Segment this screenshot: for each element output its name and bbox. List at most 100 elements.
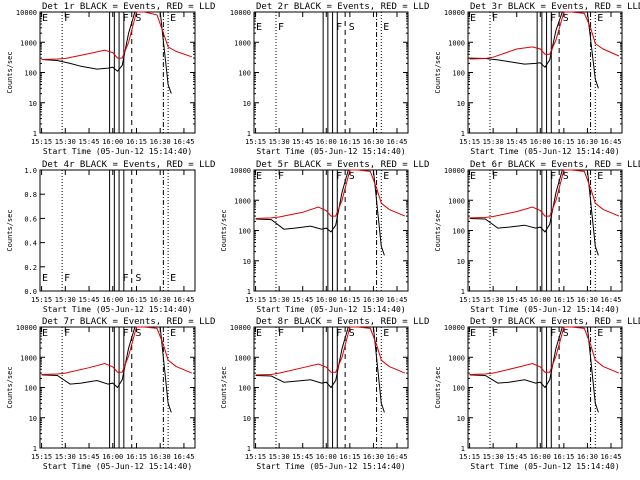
marker-label: S	[349, 328, 355, 339]
x-axis-label: Start Time (05-Jun-12 15:14:40)	[470, 462, 619, 471]
series-line-events	[469, 169, 599, 256]
x-tick-label: 16:15	[553, 453, 574, 461]
x-tick-label: 16:45	[386, 138, 407, 146]
x-tick-label: 16:45	[386, 453, 407, 461]
y-tick-label: 1	[461, 288, 465, 296]
y-tick-label: 100	[24, 385, 37, 393]
marker-label: E	[42, 328, 48, 339]
marker-label: E	[170, 273, 176, 284]
x-tick-label: 15:15	[31, 296, 52, 304]
x-tick-label: 16:30	[150, 453, 171, 461]
x-tick-label: 15:15	[31, 138, 52, 146]
y-tick-label: 100	[238, 228, 251, 236]
y-tick-label: 1	[247, 445, 251, 453]
marker-label: E	[597, 328, 603, 339]
x-tick-label: 16:30	[150, 138, 171, 146]
y-tick-label: 1000	[234, 197, 251, 205]
x-tick-label: 16:15	[126, 296, 147, 304]
y-tick-label: 10	[457, 258, 465, 266]
y-tick-label: 0.2	[24, 264, 37, 272]
series-line-events	[255, 326, 385, 413]
y-axis-label: Counts/sec	[220, 366, 228, 408]
series-line-lld	[469, 169, 620, 219]
x-tick-label: 16:45	[173, 453, 194, 461]
marker-label: F	[550, 13, 556, 24]
x-tick-label: 15:30	[483, 296, 504, 304]
marker-label: S	[563, 328, 569, 339]
marker-label: E	[256, 171, 262, 182]
x-axis-label: Start Time (05-Jun-12 15:14:40)	[470, 147, 619, 156]
x-tick-label: 16:00	[316, 138, 337, 146]
y-tick-label: 1000	[20, 354, 37, 362]
marker-label: S	[349, 171, 355, 182]
x-tick-label: 15:30	[269, 138, 290, 146]
marker-label: E	[256, 328, 262, 339]
marker-label: F	[123, 273, 129, 284]
y-tick-label: 1.0	[24, 167, 37, 175]
y-tick-label: 10	[29, 100, 37, 108]
y-tick-label: 100	[238, 385, 251, 393]
plot-frame	[467, 11, 623, 134]
plot-frame	[467, 169, 623, 292]
series-line-lld	[469, 326, 620, 375]
x-tick-label: 16:00	[530, 296, 551, 304]
x-tick-label: 16:15	[553, 138, 574, 146]
y-tick-label: 10000	[16, 324, 37, 332]
panel-det-6: Det 6r BLACK = Events, RED = LLD Counts/s…	[434, 160, 640, 314]
y-tick-label: 1	[461, 130, 465, 138]
marker-label: S	[135, 273, 141, 284]
marker-label: F	[64, 328, 70, 339]
marker-label: F	[336, 22, 342, 33]
y-tick-label: 10	[243, 100, 251, 108]
series-line-events	[41, 11, 172, 94]
panel-det-1: Det 1r BLACK = Events, RED = LLD Counts/s…	[6, 2, 215, 156]
panel-det-2: Det 2r BLACK = Events, RED = LLD Start Ti…	[230, 2, 429, 156]
x-tick-label: 16:00	[316, 453, 337, 461]
y-tick-label: 10000	[444, 9, 465, 17]
y-tick-label: 1000	[448, 354, 465, 362]
y-tick-label: 10	[29, 415, 37, 423]
x-tick-label: 16:15	[126, 138, 147, 146]
x-tick-label: 16:15	[339, 296, 360, 304]
x-tick-label: 15:45	[292, 138, 313, 146]
x-tick-label: 15:30	[269, 296, 290, 304]
y-tick-label: 0.6	[24, 215, 37, 223]
x-tick-label: 15:45	[506, 138, 527, 146]
y-tick-label: 1	[461, 445, 465, 453]
y-tick-label: 1000	[448, 39, 465, 47]
x-tick-label: 16:30	[577, 296, 598, 304]
marker-label: E	[256, 22, 262, 33]
x-axis-label: Start Time (05-Jun-12 15:14:40)	[43, 462, 192, 471]
y-tick-label: 10000	[230, 167, 251, 175]
marker-label: E	[383, 22, 389, 33]
x-tick-label: 16:00	[316, 296, 337, 304]
y-axis-label: Counts/sec	[6, 209, 14, 251]
series-line-lld	[255, 326, 406, 376]
x-tick-label: 16:00	[102, 138, 123, 146]
x-tick-label: 15:45	[292, 296, 313, 304]
x-tick-label: 15:15	[459, 453, 480, 461]
y-axis-label: Counts/sec	[6, 366, 14, 408]
x-tick-label: 16:15	[126, 453, 147, 461]
x-tick-label: 16:30	[577, 138, 598, 146]
plot-frame	[39, 11, 196, 134]
marker-label: E	[470, 171, 476, 182]
y-tick-label: 0.4	[24, 240, 37, 248]
x-tick-label: 16:45	[600, 138, 621, 146]
panel-det-9: Det 9r BLACK = Events, RED = LLD Counts/s…	[434, 317, 640, 471]
marker-label: E	[42, 13, 48, 24]
y-tick-label: 10	[243, 415, 251, 423]
x-axis-label: Start Time (05-Jun-12 15:14:40)	[256, 305, 405, 314]
y-axis-label: Counts/sec	[220, 209, 228, 251]
marker-label: F	[336, 328, 342, 339]
y-tick-label: 1000	[234, 39, 251, 47]
marker-label: F	[278, 22, 284, 33]
x-tick-label: 15:30	[269, 453, 290, 461]
marker-label: F	[492, 328, 498, 339]
x-tick-label: 15:30	[55, 296, 76, 304]
marker-label: S	[563, 13, 569, 24]
marker-label: F	[123, 13, 129, 24]
series-line-events	[255, 169, 385, 256]
y-tick-label: 100	[452, 385, 465, 393]
